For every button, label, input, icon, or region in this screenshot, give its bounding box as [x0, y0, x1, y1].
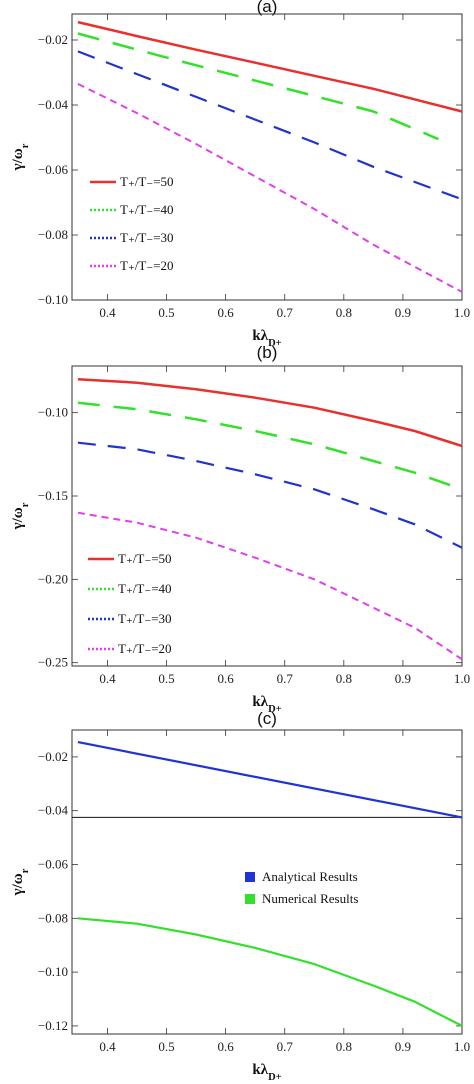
panel-title: (b) — [257, 343, 278, 362]
x-tick-label: 0.5 — [158, 671, 174, 686]
chart-panel-1: (a) 0.4 0.5 0.6 0.7 0.8 0.9 1.0 −0.02 −0.04 −0.06 −… — [10, 0, 470, 349]
x-tick-label: 0.9 — [395, 1039, 411, 1054]
x-tick-label: 0.8 — [336, 671, 352, 686]
y-tick-label: −0.04 — [38, 803, 69, 818]
legend: T₊/T₋=50 T₊/T₋=40 T₊/T₋=30 T₊/T₋=20 — [90, 174, 174, 273]
y-tick-label: −0.08 — [38, 227, 68, 242]
y-tick-label: −0.02 — [38, 32, 68, 47]
x-axis-label: kλD+ — [252, 1062, 281, 1083]
y-axis-label: γ/ωr — [10, 502, 31, 530]
legend-label: T₊/T₋=50 — [120, 174, 174, 189]
series-line — [77, 917, 463, 1027]
legend-label: T₊/T₋=20 — [120, 258, 174, 273]
y-tick-label: −0.10 — [38, 405, 68, 420]
series-line — [77, 511, 463, 661]
plot-frame — [71, 729, 463, 1035]
series-line — [77, 20, 463, 113]
legend-label: T₊/T₋=50 — [118, 551, 172, 566]
series-line — [77, 50, 463, 201]
chart-panel-2: (b) 0.4 0.5 0.6 0.7 0.8 0.9 1.0 −0.10 −0.15 −0.20 −… — [10, 343, 470, 715]
x-tick-label: 0.8 — [336, 1039, 352, 1054]
legend-swatch — [245, 872, 255, 882]
series-line — [77, 83, 463, 293]
x-tick-label: 0.9 — [395, 671, 411, 686]
x-tick-label: 0.7 — [277, 1039, 294, 1054]
plot-frame — [71, 365, 463, 667]
series-line — [77, 378, 463, 448]
y-axis-label: γ/ωr — [10, 868, 31, 896]
x-axis-label: kλD+ — [252, 694, 281, 715]
panel-title: (c) — [257, 709, 277, 728]
x-tick-label: 0.5 — [158, 1039, 174, 1054]
y-tick-label: −0.15 — [38, 488, 68, 503]
y-tick-label: −0.08 — [38, 910, 68, 925]
x-tick-label: 0.7 — [277, 305, 294, 320]
y-tick-label: −0.10 — [38, 292, 68, 307]
y-tick-label: −0.10 — [38, 964, 68, 979]
series-line — [77, 32, 439, 141]
legend-label: Numerical Results — [262, 891, 358, 906]
x-tick-label: 0.4 — [99, 671, 116, 686]
y-tick-label: −0.12 — [38, 1018, 68, 1033]
chart-panel-3: (c) 0.4 0.5 0.6 0.7 0.8 0.9 1.0 −0.02 −0.04 −0.06 −… — [10, 709, 470, 1083]
x-tick-label: 0.8 — [336, 305, 352, 320]
x-axis-label: kλD+ — [252, 328, 281, 349]
plot-frame — [71, 13, 463, 301]
legend-label: T₊/T₋=40 — [118, 581, 172, 596]
x-tick-label: 1.0 — [454, 671, 470, 686]
legend-label: T₊/T₋=40 — [120, 202, 174, 217]
panel-title: (a) — [257, 0, 278, 16]
series-line — [77, 741, 463, 819]
y-tick-label: −0.25 — [38, 655, 68, 670]
legend-label: T₊/T₋=30 — [118, 611, 172, 626]
x-tick-label: 0.9 — [395, 305, 411, 320]
series-line — [77, 401, 463, 491]
x-tick-label: 0.6 — [218, 1039, 235, 1054]
x-tick-label: 1.0 — [454, 1039, 470, 1054]
y-tick-label: −0.20 — [38, 571, 68, 586]
x-tick-label: 1.0 — [454, 305, 470, 320]
legend-label: T₊/T₋=30 — [120, 230, 174, 245]
legend: T₊/T₋=50 T₊/T₋=40 T₊/T₋=30 T₊/T₋=20 — [88, 551, 172, 656]
legend: Analytical Results Numerical Results — [245, 869, 358, 906]
x-tick-label: 0.4 — [99, 305, 116, 320]
y-tick-label: −0.06 — [38, 162, 69, 177]
legend-swatch — [245, 894, 255, 904]
y-tick-label: −0.06 — [38, 857, 69, 872]
y-tick-label: −0.04 — [38, 97, 69, 112]
x-tick-label: 0.7 — [277, 671, 294, 686]
series-line — [77, 441, 463, 549]
legend-label: T₊/T₋=20 — [118, 641, 172, 656]
x-tick-label: 0.6 — [218, 671, 235, 686]
y-tick-label: −0.02 — [38, 749, 68, 764]
y-axis-label: γ/ωr — [10, 143, 31, 171]
x-tick-label: 0.6 — [218, 305, 235, 320]
legend-label: Analytical Results — [262, 869, 358, 884]
x-tick-label: 0.5 — [158, 305, 174, 320]
x-tick-label: 0.4 — [99, 1039, 116, 1054]
